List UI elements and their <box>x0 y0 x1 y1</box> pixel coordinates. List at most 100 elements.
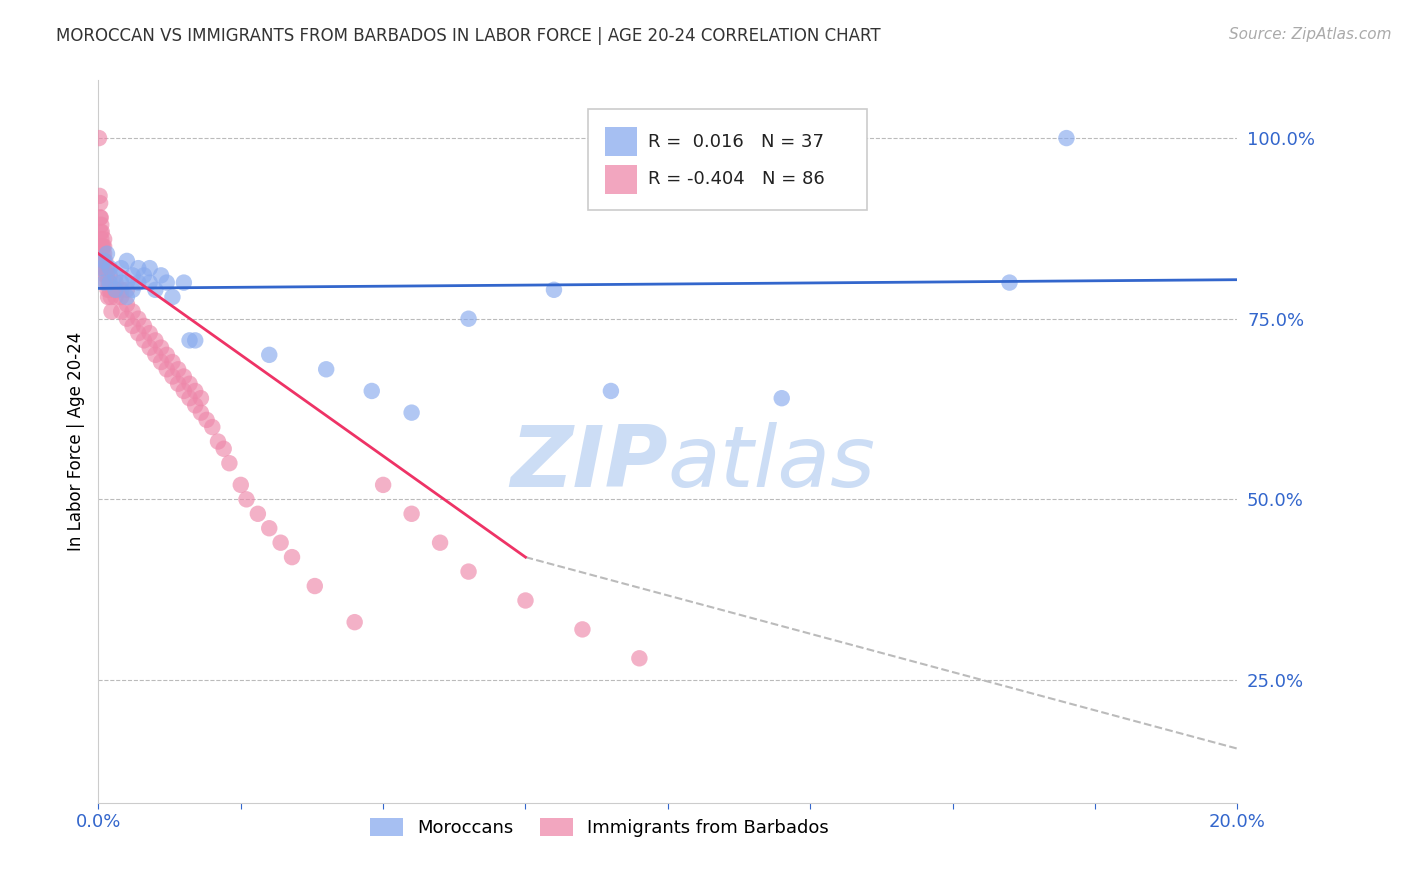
Point <box>90 239 112 253</box>
Point <box>173 384 195 398</box>
Point <box>132 334 155 348</box>
Point <box>93 276 115 290</box>
Point <box>998 276 1021 290</box>
Point <box>87 131 110 145</box>
Point <box>110 283 132 297</box>
Point <box>110 276 132 290</box>
Point <box>115 254 138 268</box>
Point <box>97 276 120 290</box>
Point <box>132 318 155 333</box>
Point <box>98 276 121 290</box>
Point <box>91 254 114 268</box>
Point <box>218 456 240 470</box>
Point <box>343 615 366 630</box>
Point <box>90 211 112 225</box>
Point <box>132 268 155 283</box>
Point <box>179 391 201 405</box>
Point <box>315 362 337 376</box>
Point <box>156 276 179 290</box>
Point <box>150 268 173 283</box>
Point <box>156 348 179 362</box>
Point <box>93 232 115 246</box>
Point <box>90 225 112 239</box>
Text: atlas: atlas <box>668 422 876 505</box>
Point <box>127 326 149 341</box>
Point <box>121 268 143 283</box>
Point <box>156 362 179 376</box>
Point <box>162 290 184 304</box>
Point <box>173 276 195 290</box>
Point <box>110 261 132 276</box>
Point <box>91 239 114 253</box>
Point <box>150 355 173 369</box>
Point <box>184 384 207 398</box>
Point <box>94 268 117 283</box>
Point <box>571 623 593 637</box>
Point <box>127 261 149 276</box>
Point <box>145 283 167 297</box>
Point <box>167 362 190 376</box>
Point <box>429 535 451 549</box>
Point <box>98 268 121 283</box>
Point <box>628 651 651 665</box>
Point <box>179 334 201 348</box>
Point <box>401 406 423 420</box>
Point <box>93 239 115 253</box>
Point <box>259 348 281 362</box>
Point <box>96 283 118 297</box>
Point <box>104 283 127 297</box>
Point <box>96 261 118 276</box>
FancyBboxPatch shape <box>605 165 637 194</box>
Point <box>150 341 173 355</box>
Point <box>94 254 117 268</box>
Point <box>138 276 160 290</box>
Point <box>104 290 127 304</box>
Point <box>138 261 160 276</box>
Point <box>115 311 138 326</box>
Point <box>94 261 117 276</box>
Text: R = -0.404   N = 86: R = -0.404 N = 86 <box>648 170 825 188</box>
Point <box>184 398 207 412</box>
Point <box>89 189 111 203</box>
Point <box>457 311 479 326</box>
Point <box>207 434 229 449</box>
FancyBboxPatch shape <box>588 109 868 211</box>
Point <box>93 261 115 276</box>
Point <box>115 283 138 297</box>
Point <box>457 565 479 579</box>
Point <box>98 283 121 297</box>
Point <box>121 318 143 333</box>
Point <box>190 406 212 420</box>
Point <box>98 261 121 276</box>
Point <box>184 334 207 348</box>
Point <box>96 276 118 290</box>
Y-axis label: In Labor Force | Age 20-24: In Labor Force | Age 20-24 <box>66 332 84 551</box>
Point <box>179 376 201 391</box>
Point <box>270 535 292 549</box>
Point <box>138 341 160 355</box>
Point <box>543 283 565 297</box>
Point <box>235 492 257 507</box>
Text: Source: ZipAtlas.com: Source: ZipAtlas.com <box>1229 27 1392 42</box>
Point <box>89 196 111 211</box>
Point <box>115 290 138 304</box>
Point <box>121 304 143 318</box>
Point <box>91 246 114 260</box>
Point <box>127 276 149 290</box>
Legend: Moroccans, Immigrants from Barbados: Moroccans, Immigrants from Barbados <box>363 811 837 845</box>
Point <box>100 290 122 304</box>
FancyBboxPatch shape <box>605 128 637 156</box>
Point <box>90 225 112 239</box>
Point <box>281 550 304 565</box>
Point <box>115 297 138 311</box>
Point <box>770 391 793 405</box>
Point <box>93 254 115 268</box>
Point <box>90 218 112 232</box>
Point <box>138 326 160 341</box>
Point <box>96 246 118 260</box>
Point <box>304 579 326 593</box>
Point <box>121 283 143 297</box>
Point <box>145 348 167 362</box>
Point <box>190 391 212 405</box>
Point <box>115 276 138 290</box>
